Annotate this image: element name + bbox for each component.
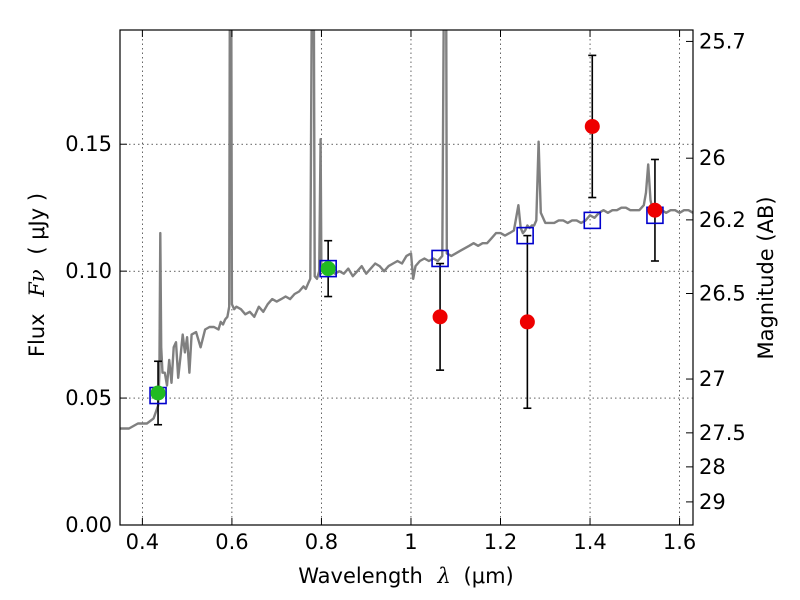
y2-tick-label: 29 bbox=[699, 490, 726, 514]
x-tick-label: 1 bbox=[404, 530, 417, 554]
model-square bbox=[319, 259, 337, 278]
photometry-points bbox=[150, 118, 663, 401]
y2-axis-label: Magnitude (AB) bbox=[754, 196, 778, 359]
y2-tick-label: 26.2 bbox=[699, 208, 746, 232]
grid bbox=[120, 30, 693, 526]
y2-tick-label: 27 bbox=[699, 367, 726, 391]
y2-tick-label: 27.5 bbox=[699, 421, 746, 445]
y-axis-label: Flux Fν ( μJy ) bbox=[25, 193, 49, 357]
model-square bbox=[516, 226, 534, 245]
data-point bbox=[519, 314, 535, 330]
x-tick-label: 1.2 bbox=[484, 530, 517, 554]
data-point bbox=[647, 202, 663, 218]
data-point bbox=[584, 118, 600, 134]
model-square bbox=[431, 249, 449, 268]
model-squares bbox=[149, 206, 664, 405]
x-tick-label: 0.4 bbox=[126, 530, 159, 554]
spectrum-line bbox=[120, 30, 693, 430]
data-point bbox=[150, 385, 166, 401]
y2-tick-label: 26.5 bbox=[699, 281, 746, 305]
x-tick-label: 1.4 bbox=[573, 530, 606, 554]
x-tick-label: 0.8 bbox=[305, 530, 338, 554]
y-tick-label: 0.05 bbox=[65, 386, 112, 410]
x-axis-label: Wavelength λ (μm) bbox=[298, 564, 513, 588]
y-tick-label: 0.10 bbox=[65, 259, 112, 283]
data-point bbox=[432, 309, 448, 325]
model-square bbox=[583, 211, 602, 230]
y-tick-label: 0.00 bbox=[65, 513, 112, 537]
x-tick-label: 0.6 bbox=[215, 530, 248, 554]
y2-tick-label: 25.7 bbox=[699, 29, 746, 53]
y2-tick-label: 28 bbox=[699, 455, 726, 479]
y-tick-label: 0.15 bbox=[65, 132, 112, 156]
plot-frame bbox=[119, 29, 694, 526]
axis-ticks: 0.4 0.6 0.8 1 1.2 1.4 1.6 0.00 0.05 0.10 0.15 25.7 2… bbox=[65, 29, 746, 554]
x-tick-label: 1.6 bbox=[663, 530, 696, 554]
spectrum bbox=[120, 30, 693, 430]
y2-tick-label: 26 bbox=[699, 146, 726, 170]
data-point bbox=[320, 261, 336, 277]
